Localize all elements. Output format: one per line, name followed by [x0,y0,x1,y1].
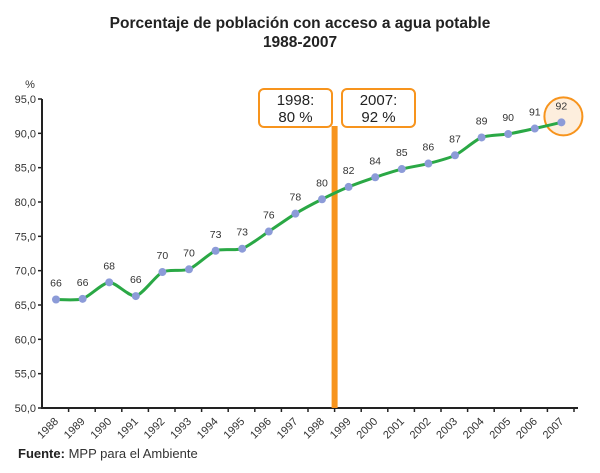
reference-line-1998 [331,126,338,408]
callout-box: 2007:92 % [341,88,416,128]
x-tick-label: 2006 [514,416,540,442]
data-label: 70 [183,247,195,259]
data-point [78,294,87,303]
x-tick-label: 2005 [488,416,514,442]
source-text: MPP para el Ambiente [64,446,198,461]
y-tick-label: 95,0 [15,94,36,106]
x-tick-label: 1989 [62,416,88,442]
y-tick-label: 55,0 [15,369,36,381]
x-tick-label: 1994 [195,416,221,442]
y-tick-label: 50,0 [15,403,36,415]
y-tick-label: 85,0 [15,163,36,175]
callout-box: 1998:80 % [258,88,333,128]
callout-border [258,88,333,128]
data-label: 66 [130,274,142,286]
x-tick-label: 1993 [168,416,194,442]
source-label: Fuente: [18,446,65,461]
y-tick-label: 90,0 [15,128,36,140]
data-label: 73 [210,229,222,241]
x-tick-label: 1988 [35,416,61,442]
y-tick-label: 75,0 [15,231,36,243]
annotations-front: 1998:80 %2007:92 % [258,88,416,128]
x-tick-label: 1990 [89,416,115,442]
data-label: 89 [476,115,488,127]
data-point [371,173,380,182]
data-point [504,130,513,139]
data-label: 90 [502,112,514,124]
data-point [291,209,300,218]
data-point [397,165,406,174]
x-tick-label: 1995 [222,416,248,442]
x-axis: 1988 1989 1990 1991 1992 1993 1994 1995 1996 1997… [35,407,578,442]
data-label: 73 [236,227,248,239]
x-tick-label: 2003 [434,416,460,442]
callout-year: 1998: [277,92,315,109]
y-axis: % 50,0 55,0 60,0 65,0 70,0 75,0 80,0 85,0 90,0 95,… [15,79,43,415]
source-note: Fuente: MPP para el Ambiente [18,446,198,461]
data-label: 66 [77,277,89,289]
data-label: 78 [290,192,302,204]
data-point [52,295,60,304]
data-point [318,195,326,204]
data-label: 84 [369,155,381,167]
chart-title: Porcentaje de población con acceso a agu… [0,14,600,52]
callout-year: 2007: [360,92,398,109]
x-tick-label: 1997 [275,416,301,442]
data-point [158,268,167,277]
callout-value: 80 % [278,109,312,126]
data-label: 86 [423,142,435,154]
y-tick-label: 80,0 [15,197,36,209]
data-label: 68 [103,260,115,272]
data-point [211,246,220,255]
data-label: 70 [157,250,169,262]
data-point [131,292,140,301]
data-point [451,151,459,160]
x-tick-label: 1999 [328,416,354,442]
data-point [238,244,247,253]
data-label: 82 [343,165,355,177]
x-tick-label: 2007 [541,416,567,442]
data-point [424,159,433,168]
x-tick-label: 2002 [408,416,434,442]
x-tick-label: 2004 [461,416,487,442]
data-point [557,118,566,127]
data-point [185,265,193,274]
x-tick-label: 2001 [381,416,407,442]
data-label: 91 [529,107,541,119]
annotations-back [331,96,584,408]
data-label: 85 [396,147,408,159]
chart-subtitle: 1988-2007 [262,34,338,51]
x-tick-label: 1996 [248,416,274,442]
x-tick-label: 1998 [301,416,327,442]
x-tick-label: 2000 [355,416,381,442]
data-label: 66 [50,278,62,290]
highlight-circle-2007 [543,96,584,137]
data-point [105,278,114,287]
data-point [530,124,539,133]
callout-value: 92 % [361,109,395,126]
callout-border [341,88,416,128]
y-tick-label: 65,0 [15,300,36,312]
data-series: 66 66 68 66 70 70 73 73 76 78 80 82 84 85 86 87 89 90 91 92 [50,100,568,304]
data-label: 87 [449,133,461,145]
data-label: 76 [263,210,275,222]
data-point [344,182,353,191]
data-label: 92 [556,100,568,112]
chart-title-main: Porcentaje de población con acceso a agu… [109,15,491,32]
data-point [264,227,273,236]
y-axis-unit-label: % [25,79,35,91]
x-tick-label: 1991 [115,416,141,442]
y-tick-label: 70,0 [15,266,36,278]
x-tick-label: 1992 [142,416,168,442]
data-point [477,133,486,142]
data-label: 80 [316,177,328,189]
y-tick-label: 60,0 [15,334,36,346]
